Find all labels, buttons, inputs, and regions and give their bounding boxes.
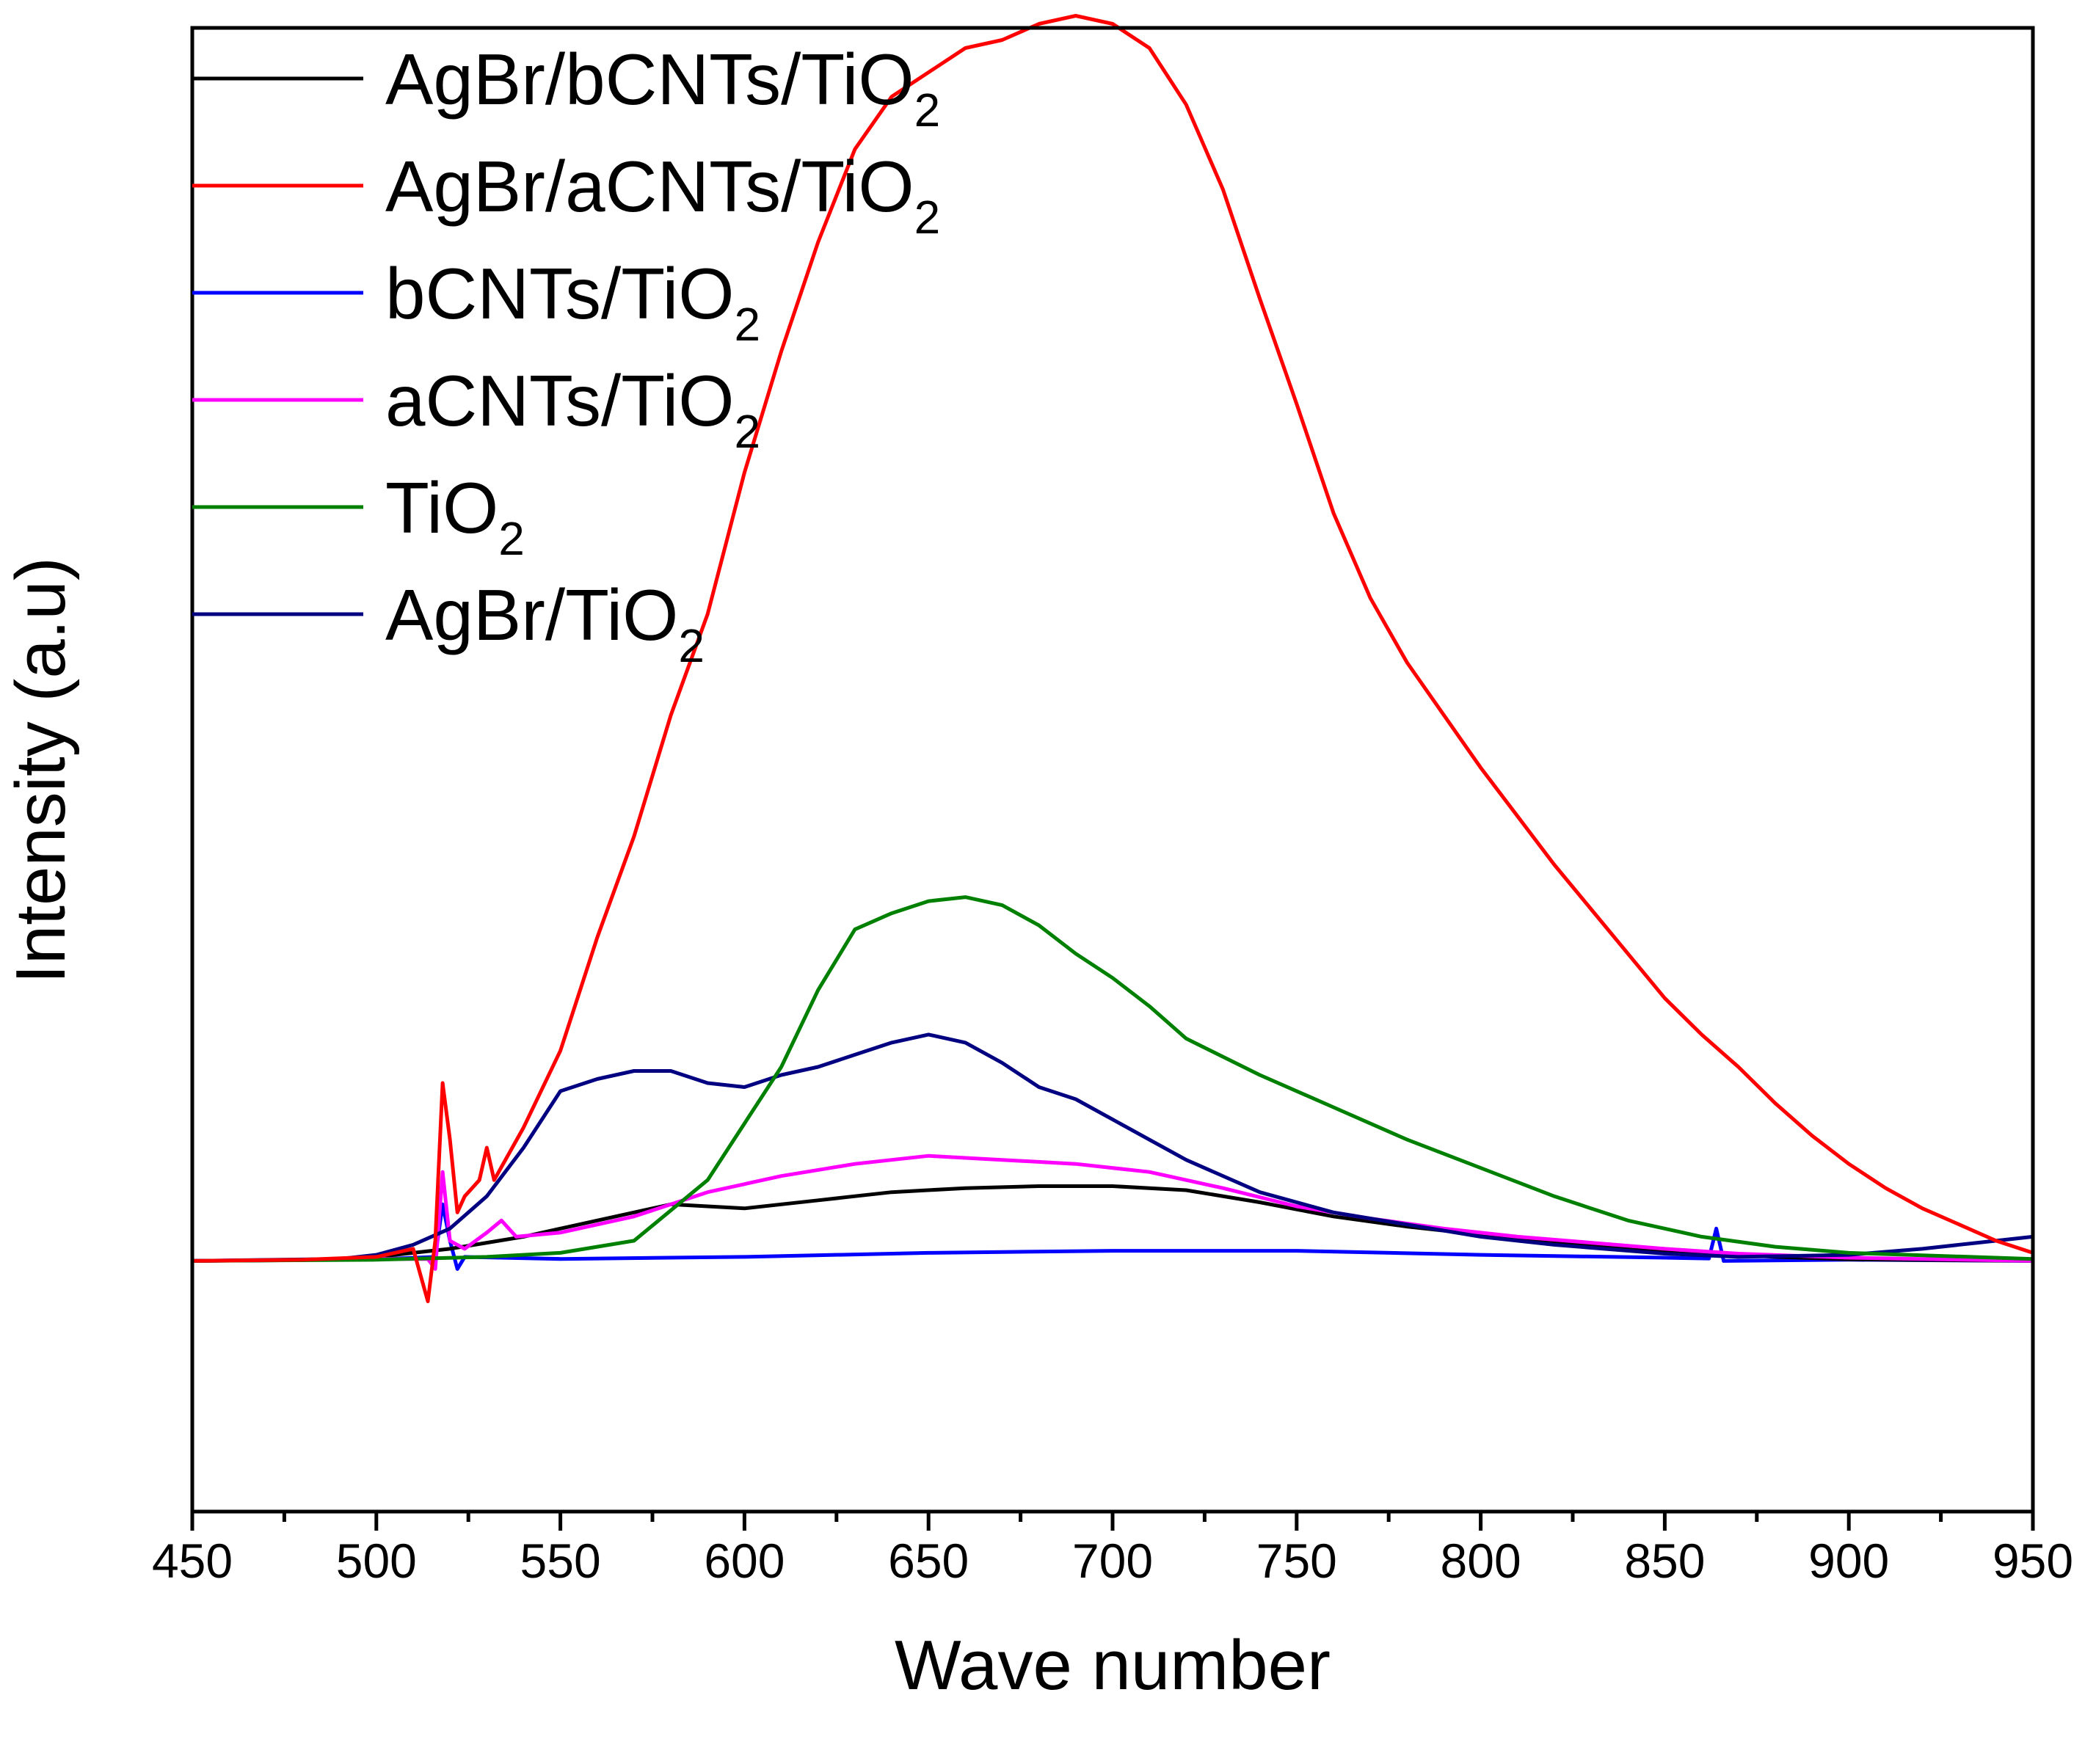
x-tick-label-950: 950 [1993, 1534, 2073, 1588]
legend-label-tio2: TiO2 [385, 467, 525, 565]
x-tick-label-900: 900 [1808, 1534, 1889, 1588]
legend-label-bcnts-tio2: bCNTs/TiO2 [385, 253, 760, 351]
series-line-agbr-acnts-tio2 [190, 14, 2035, 1303]
series-line-agbr-tio2 [190, 1032, 2035, 1263]
x-tick-label-600: 600 [704, 1534, 785, 1588]
y-axis-title: Intensity (a.u) [1, 557, 80, 984]
legend-label-agbr-tio2: AgBr/TiO2 [385, 575, 705, 672]
x-tick-label-700: 700 [1072, 1534, 1153, 1588]
x-tick-label-800: 800 [1441, 1534, 1521, 1588]
legend-label-agbr-bcnts-tio2: AgBr/bCNTs/TiO2 [385, 39, 940, 136]
x-axis-tick-labels: 450 500 550 600 650 700 750 800 850 900 950 [152, 1534, 2073, 1588]
x-tick-label-650: 650 [888, 1534, 969, 1588]
series-line-agbr-bcnts-tio2 [190, 1184, 2035, 1263]
x-tick-label-850: 850 [1624, 1534, 1705, 1588]
x-tick-label-550: 550 [520, 1534, 601, 1588]
series-group [190, 14, 2035, 1303]
x-axis-title: Wave number [895, 1626, 1331, 1705]
series-line-acnts-tio2 [190, 1153, 2035, 1271]
legend: AgBr/bCNTs/TiO2 AgBr/aCNTs/TiO2bCNTs/TiO2… [192, 39, 940, 672]
legend-label-acnts-tio2: aCNTs/TiO2 [385, 360, 760, 458]
x-tick-label-750: 750 [1256, 1534, 1337, 1588]
series-line-bcnts-tio2 [190, 1202, 2035, 1271]
x-tick-label-500: 500 [336, 1534, 417, 1588]
x-tick-label-450: 450 [152, 1534, 233, 1588]
series-line-tio2 [190, 895, 2035, 1263]
legend-label-agbr-acnts-tio2: AgBr/aCNTs/TiO2 [385, 146, 940, 244]
x-axis-ticks [190, 1512, 2035, 1531]
